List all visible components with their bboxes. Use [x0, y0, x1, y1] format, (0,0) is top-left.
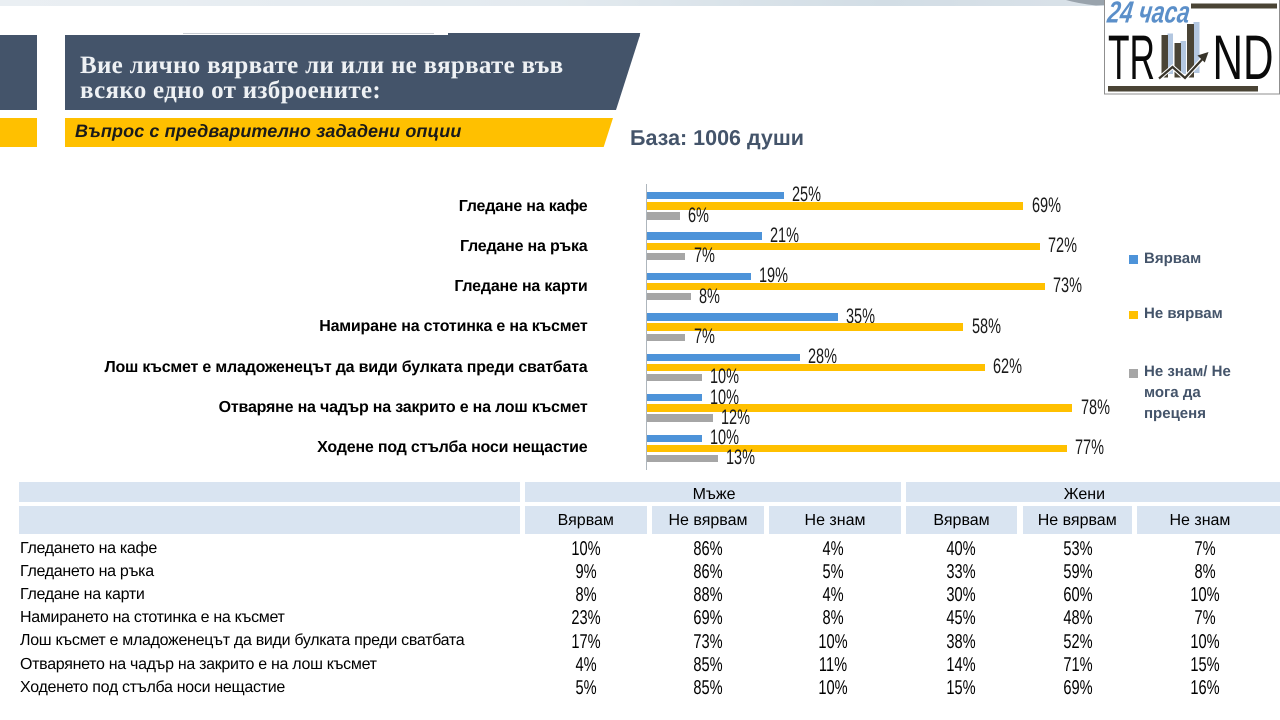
svg-text:ND: ND [1213, 23, 1274, 93]
svg-text:24 часа: 24 часа [1105, 0, 1193, 30]
svg-text:TR: TR [1108, 23, 1155, 93]
